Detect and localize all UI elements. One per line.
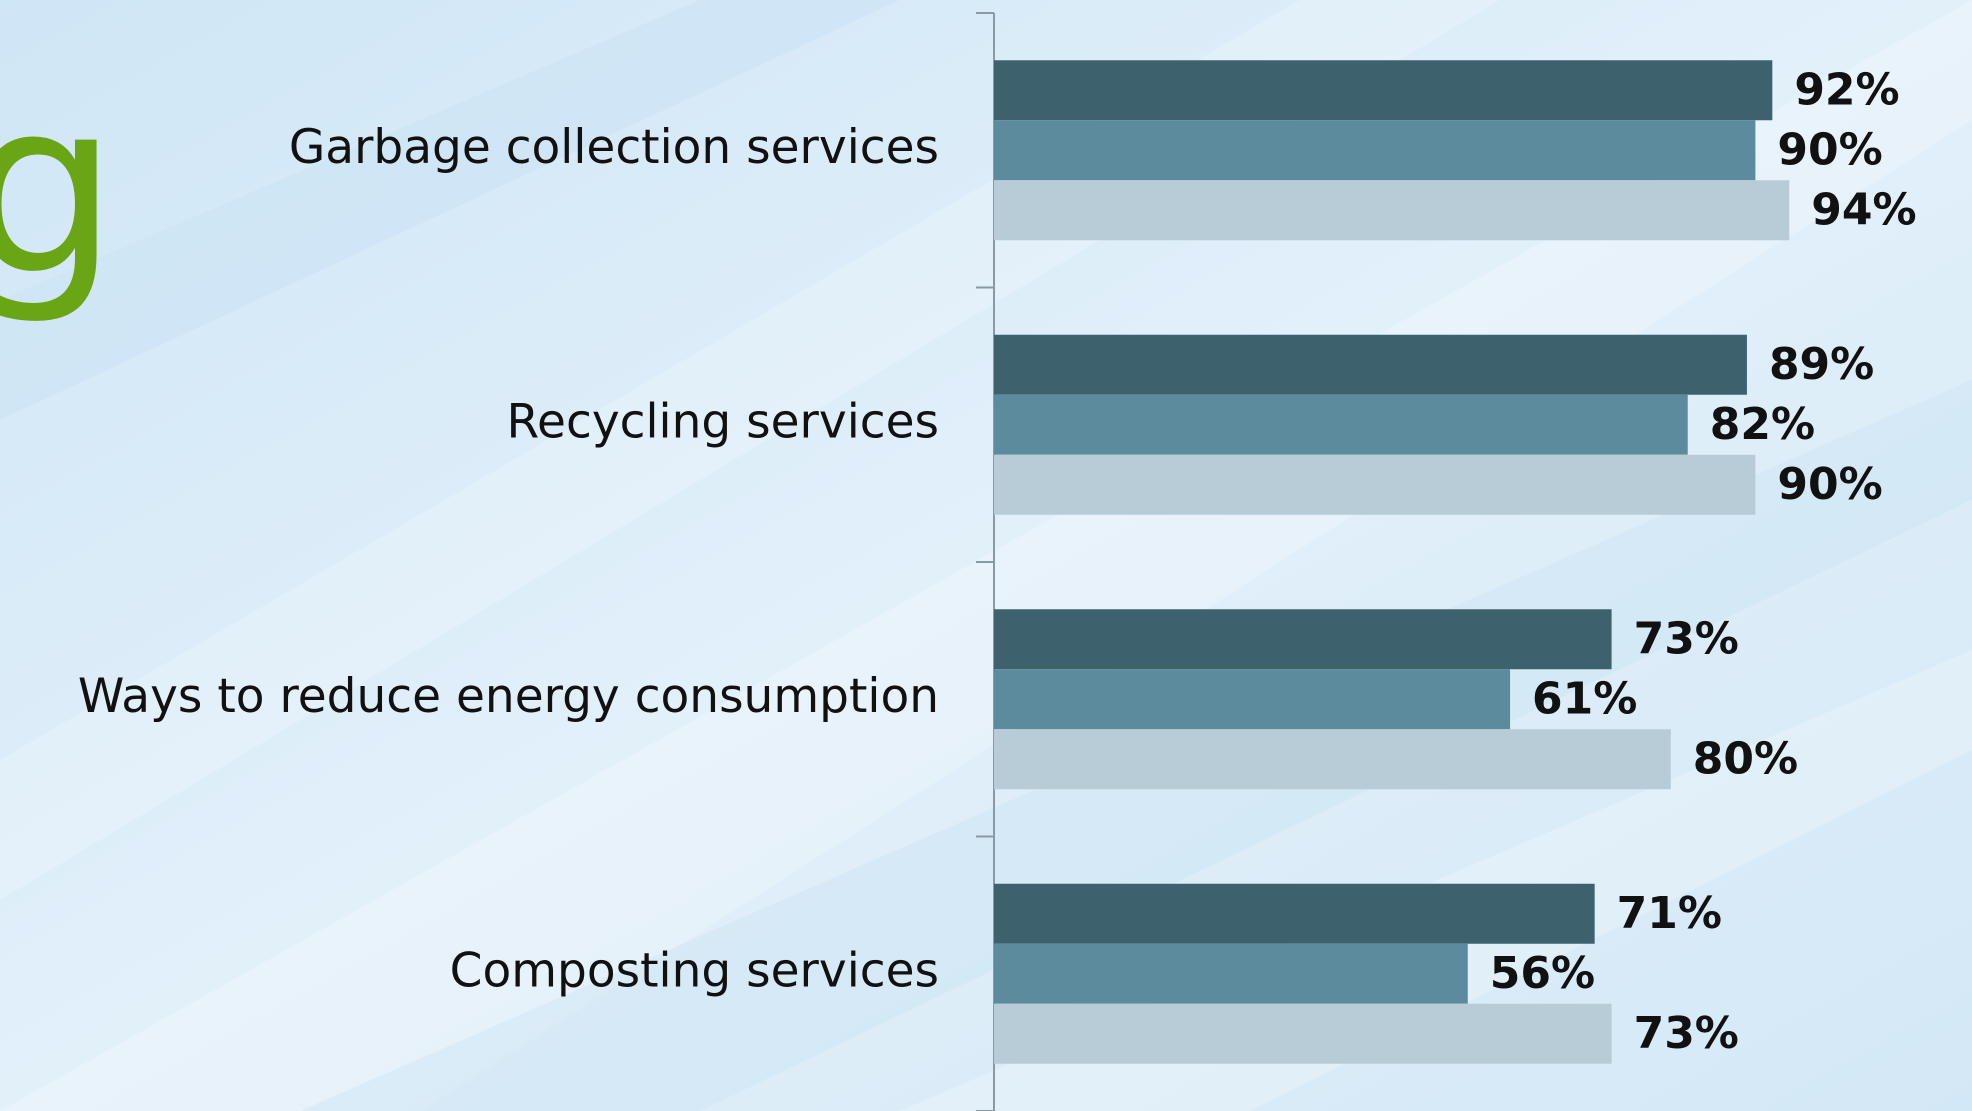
value-label: 71% [1617, 888, 1722, 939]
category-label: Composting services [450, 943, 939, 998]
category-label: Recycling services [507, 394, 939, 449]
value-label: 80% [1693, 733, 1798, 784]
bar [994, 669, 1511, 730]
category-label: Ways to reduce energy consumption [78, 669, 939, 724]
value-label: 73% [1634, 613, 1739, 664]
category-label: Garbage collection services [289, 120, 939, 175]
bar [994, 60, 1773, 121]
bar [994, 1003, 1612, 1064]
bar [994, 334, 1747, 395]
value-label: 61% [1532, 673, 1637, 724]
bar [994, 454, 1756, 515]
bar [994, 943, 1468, 1004]
value-label: 94% [1811, 184, 1916, 235]
value-label: 56% [1490, 948, 1595, 999]
value-label: 92% [1794, 64, 1899, 115]
bar [994, 729, 1671, 790]
bar [994, 609, 1612, 670]
bar [994, 120, 1756, 181]
bar [994, 883, 1595, 944]
title-fragment: g [0, 48, 118, 328]
bar [994, 180, 1790, 241]
value-label: 90% [1777, 124, 1882, 175]
value-label: 82% [1710, 399, 1815, 450]
value-label: 89% [1769, 339, 1874, 390]
bar [994, 394, 1688, 455]
plot-area: Garbage collection services 92% 90% 94% Recy… [78, 12, 1917, 1111]
value-label: 90% [1777, 459, 1882, 510]
value-label: 73% [1634, 1008, 1739, 1059]
